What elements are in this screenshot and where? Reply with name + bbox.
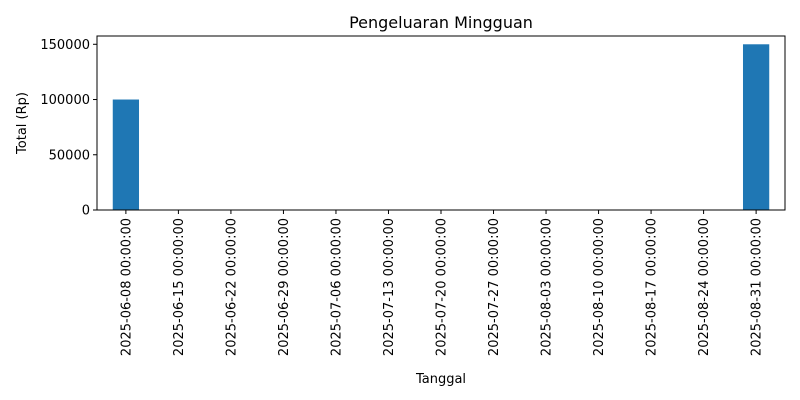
x-tick-label: 2025-08-03 00:00:00 [540, 218, 555, 356]
x-tick-label: 2025-07-27 00:00:00 [487, 218, 502, 356]
bars [112, 44, 770, 211]
x-ticks: 2025-06-08 00:00:00 2025-06-15 00:00:00 20… [119, 210, 765, 356]
x-tick-label: 2025-08-10 00:00:00 [592, 218, 607, 356]
y-tick-label: 100000 [40, 93, 90, 108]
x-tick-label: 2025-08-31 00:00:00 [750, 218, 765, 356]
bar-12 [742, 44, 770, 211]
y-tick-label: 150000 [40, 38, 90, 53]
axes [96, 35, 786, 211]
x-tick-label: 2025-06-08 00:00:00 [119, 218, 134, 356]
x-tick-label: 2025-06-22 00:00:00 [224, 218, 239, 356]
x-tick-label: 2025-07-13 00:00:00 [382, 218, 397, 356]
x-tick-label: 2025-06-29 00:00:00 [277, 218, 292, 356]
y-tick-label: 50000 [49, 148, 90, 163]
y-axis-label: Total (Rp) [15, 92, 30, 155]
chart-title: Pengeluaran Mingguan [349, 13, 533, 32]
bar-0 [112, 99, 140, 210]
x-axis-label: Tanggal [415, 372, 466, 387]
x-tick-label: 2025-08-24 00:00:00 [697, 218, 712, 356]
x-tick-label: 2025-08-17 00:00:00 [645, 218, 660, 356]
x-tick-label: 2025-06-15 00:00:00 [172, 218, 187, 356]
x-tick-label: 2025-07-20 00:00:00 [435, 218, 450, 356]
y-tick-label: 0 [82, 204, 90, 219]
plot-frame [96, 35, 786, 211]
x-tick-label: 2025-07-06 00:00:00 [329, 218, 344, 356]
y-ticks: 0 50000 100000 150000 [40, 38, 97, 219]
